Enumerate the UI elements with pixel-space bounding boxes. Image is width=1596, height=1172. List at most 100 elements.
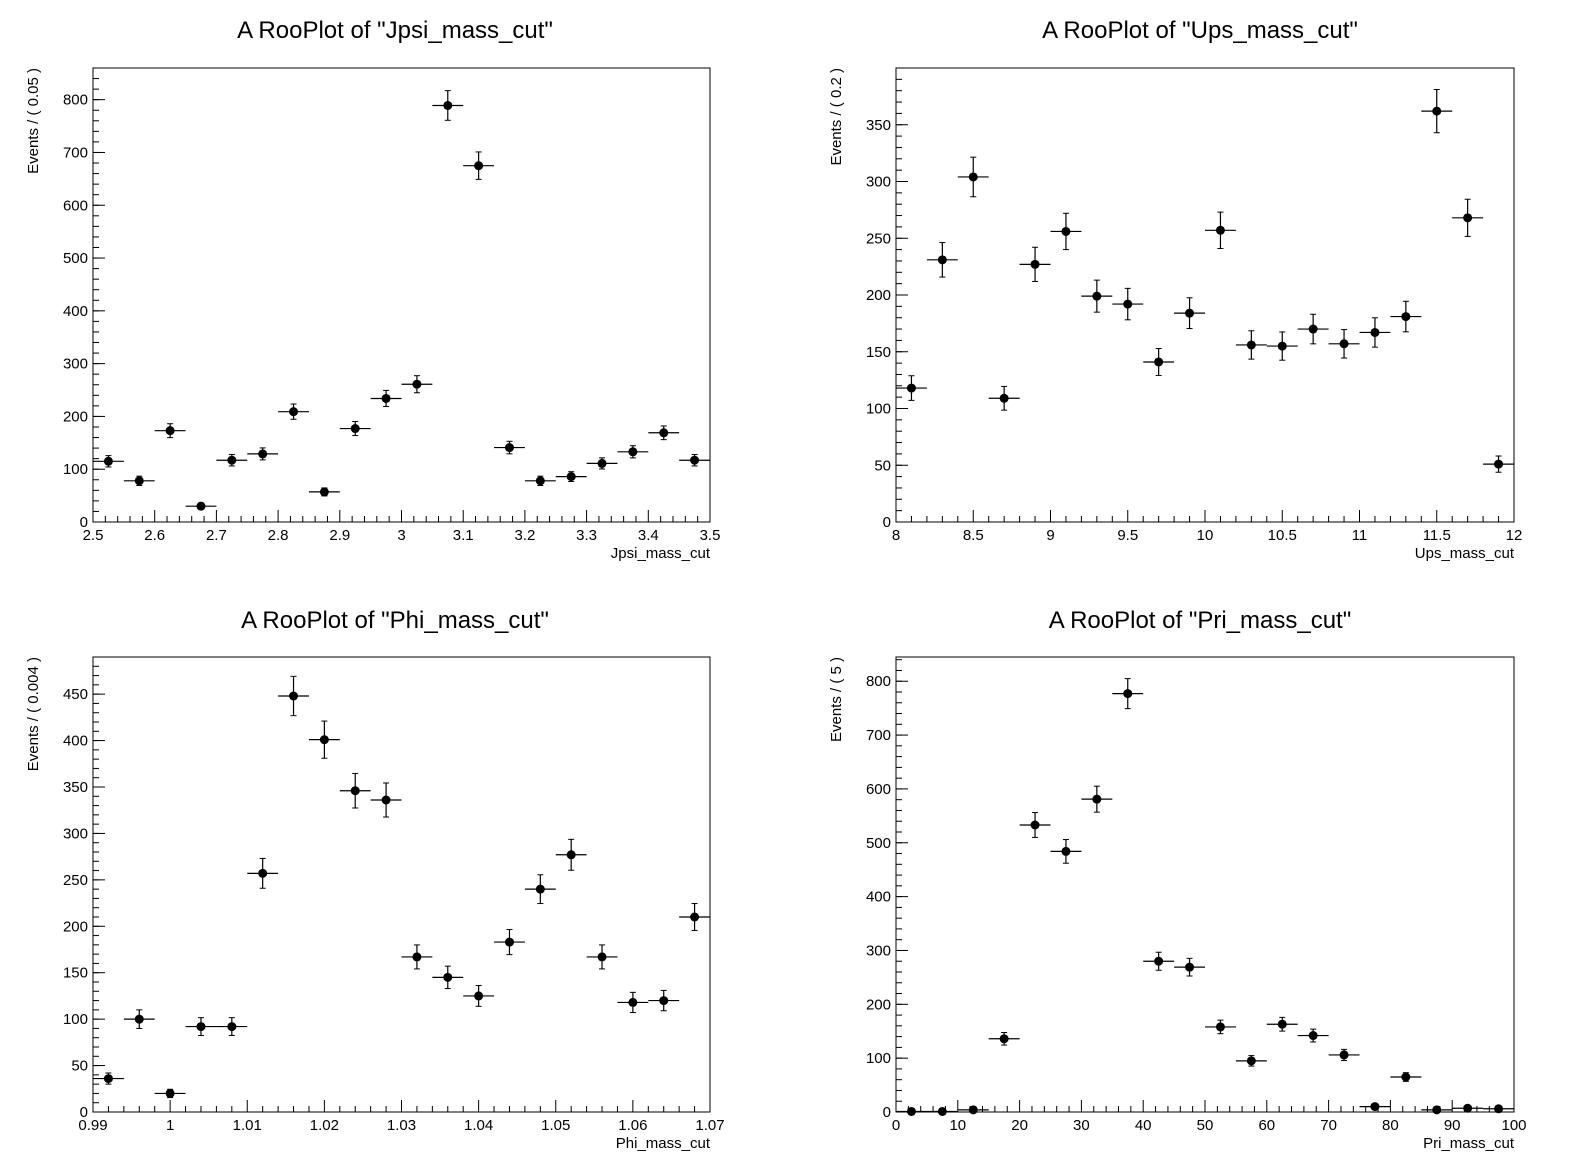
phi-marker <box>165 1088 175 1098</box>
pri-data-point <box>1235 1055 1267 1067</box>
phi-marker <box>350 786 360 796</box>
ups-x-tick-label: 11 <box>1352 527 1368 544</box>
ups-data-point <box>1205 211 1236 250</box>
ups-data-point <box>1081 279 1113 313</box>
phi-data-point <box>679 903 710 931</box>
ups-data-point <box>1266 331 1298 361</box>
jpsi-data-point <box>154 423 186 439</box>
pri-y-tick-label: 500 <box>866 835 891 852</box>
jpsi-x-tick-label: 3 <box>397 527 405 544</box>
phi-marker <box>103 1074 113 1084</box>
jpsi-data-point <box>586 457 618 470</box>
pri-data-point <box>1328 1048 1360 1061</box>
jpsi-marker <box>227 455 237 465</box>
phi-y-tick-label: 200 <box>63 918 88 935</box>
jpsi-data-point <box>308 487 340 497</box>
ups-marker <box>968 172 978 182</box>
phi-marker <box>504 937 514 947</box>
jpsi-marker <box>134 476 144 486</box>
pri-x-tick-label: 50 <box>1197 1117 1214 1134</box>
ups-marker <box>1277 341 1287 351</box>
ups-y-tick-label: 350 <box>866 117 891 134</box>
phi-x-tick-label: 1.03 <box>387 1117 416 1134</box>
ups-data-point <box>896 375 927 401</box>
phi-data-point <box>308 720 340 759</box>
jpsi-y-tick-label: 800 <box>63 92 88 109</box>
pri-y-tick-label: 300 <box>866 942 891 959</box>
jpsi-y-tick-label: 100 <box>63 461 88 478</box>
pri-marker <box>906 1106 916 1116</box>
pri-data-point <box>1359 1102 1391 1112</box>
ups-marker <box>1432 106 1442 116</box>
ups-x-axis-label: Ups_mass_cut <box>1415 545 1515 562</box>
ups-marker <box>1215 225 1225 235</box>
pri-x-tick-label: 0 <box>892 1117 900 1134</box>
phi-data-point <box>463 985 495 1007</box>
ups-data-point <box>1143 347 1175 376</box>
phi-marker <box>134 1014 144 1024</box>
ups-y-tick-label: 0 <box>883 514 891 531</box>
jpsi-marker <box>103 456 113 466</box>
pri-x-tick-label: 70 <box>1320 1117 1337 1134</box>
jpsi-data-point <box>278 403 309 420</box>
jpsi-y-tick-label: 400 <box>63 303 88 320</box>
pri-data-point <box>1143 951 1175 971</box>
ups-y-tick-label: 200 <box>866 287 891 304</box>
jpsi-y-axis-label: Events / ( 0.05 ) <box>25 68 42 174</box>
ups-marker <box>1154 357 1164 367</box>
ups-data-point <box>1235 330 1267 360</box>
pri-marker <box>1432 1105 1442 1115</box>
phi-data-point <box>401 944 433 970</box>
jpsi-marker <box>196 501 206 511</box>
jpsi-x-tick-label: 3.2 <box>514 527 535 544</box>
ups-y-tick-label: 150 <box>866 344 891 361</box>
phi-x-tick-label: 1.06 <box>618 1117 647 1134</box>
ups-y-tick-label: 300 <box>866 174 891 191</box>
phi-y-tick-label: 150 <box>63 965 88 982</box>
phi-x-tick-label: 1.01 <box>233 1117 262 1134</box>
pri-y-tick-label: 200 <box>866 996 891 1013</box>
pri-x-tick-label: 20 <box>1011 1117 1028 1134</box>
pri-x-tick-label: 30 <box>1073 1117 1090 1134</box>
ups-x-tick-label: 9.5 <box>1117 527 1138 544</box>
phi-plot-frame <box>92 656 711 1113</box>
pri-x-tick-label: 40 <box>1135 1117 1152 1134</box>
jpsi-x-axis-label: Jpsi_mass_cut <box>611 545 711 562</box>
ups-marker <box>1246 340 1256 350</box>
jpsi-marker <box>504 443 514 453</box>
ups-data-point <box>1112 287 1144 321</box>
jpsi-y-tick-label: 0 <box>80 514 88 531</box>
ups-x-tick-label: 10 <box>1197 527 1214 544</box>
jpsi-marker <box>474 161 484 171</box>
pri-marker <box>1061 846 1071 856</box>
phi-data-point <box>370 782 402 818</box>
pri-marker <box>999 1034 1009 1044</box>
ups-marker <box>1494 459 1504 469</box>
ups-data-point <box>1050 212 1082 251</box>
ups-x-tick-label: 12 <box>1506 527 1523 544</box>
phi-data-point <box>216 1017 248 1036</box>
jpsi-data-point <box>555 471 587 482</box>
ups-data-point <box>988 385 1020 411</box>
phi-y-tick-label: 100 <box>63 1011 88 1028</box>
phi-data-point <box>432 965 464 990</box>
jpsi-data-point <box>648 425 680 441</box>
jpsi-y-tick-label: 600 <box>63 197 88 214</box>
ups-data-point <box>1483 455 1514 473</box>
pri-data-point <box>1081 785 1113 813</box>
phi-x-tick-label: 1.07 <box>695 1117 724 1134</box>
ups-marker <box>1061 226 1071 236</box>
pri-data-point <box>1452 1103 1484 1113</box>
jpsi-marker <box>165 426 175 436</box>
jpsi-x-tick-label: 3.4 <box>638 527 659 544</box>
pri-x-axis-label: Pri_mass_cut <box>1423 1135 1515 1152</box>
pri-x-tick-label: 10 <box>949 1117 966 1134</box>
ups-marker <box>1092 291 1102 301</box>
ups-marker <box>906 383 916 393</box>
jpsi-plot: A RooPlot of "Jpsi_mass_cut" 2.5 2.6 2.7 2.8… <box>25 17 720 562</box>
pri-marker <box>1277 1019 1287 1029</box>
pri-marker <box>1185 962 1195 972</box>
phi-data-point <box>93 1072 124 1085</box>
phi-data-point <box>123 1009 155 1029</box>
pri-x-tick-label: 80 <box>1382 1117 1399 1134</box>
